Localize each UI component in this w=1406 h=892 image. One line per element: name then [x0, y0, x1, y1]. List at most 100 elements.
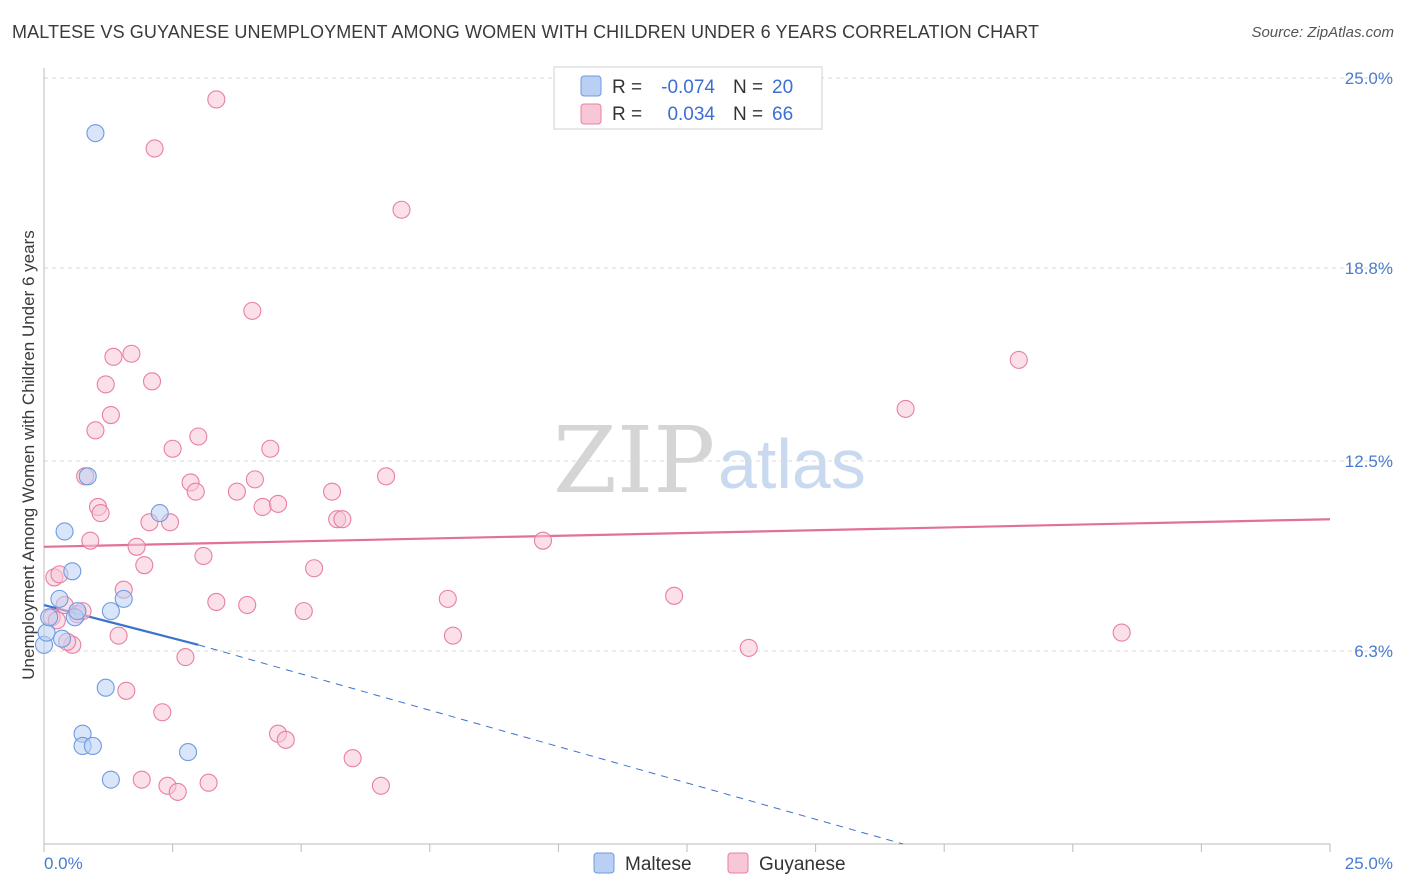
data-point-maltese — [37, 623, 56, 642]
data-point-guyanese — [243, 301, 262, 320]
data-point-maltese — [150, 504, 169, 523]
x-tick-label-min: 0.0% — [44, 854, 83, 873]
data-point-guyanese — [245, 470, 264, 489]
data-point-guyanese — [127, 537, 146, 556]
legend-n-label-guyanese: N = — [733, 104, 763, 125]
data-point-maltese — [96, 678, 115, 697]
data-point-maltese — [178, 743, 198, 762]
data-point-guyanese — [207, 90, 226, 109]
data-point-guyanese — [305, 559, 324, 578]
chart-title: MALTESE VS GUYANESE UNEMPLOYMENT AMONG W… — [12, 22, 1040, 42]
data-point-guyanese — [142, 372, 162, 391]
data-point-guyanese — [145, 139, 164, 158]
data-point-guyanese — [81, 531, 100, 550]
data-point-guyanese — [896, 399, 915, 418]
y-tick-label: 6.3% — [1354, 642, 1393, 661]
data-point-maltese — [86, 124, 105, 143]
data-point-guyanese — [333, 510, 352, 529]
data-point-guyanese — [86, 421, 105, 440]
data-point-guyanese — [443, 626, 462, 645]
data-point-guyanese — [101, 405, 120, 425]
data-point-guyanese — [1009, 350, 1028, 369]
series-guyanese — [42, 90, 1131, 801]
data-point-maltese — [83, 736, 102, 756]
data-point-guyanese — [189, 427, 208, 446]
data-point-guyanese — [269, 494, 288, 513]
data-point-guyanese — [533, 531, 553, 550]
data-point-guyanese — [186, 482, 205, 501]
data-point-guyanese — [665, 586, 684, 605]
y-tick-label: 25.0% — [1345, 69, 1393, 88]
data-point-guyanese — [343, 749, 362, 768]
data-point-guyanese — [194, 546, 213, 566]
data-point-guyanese — [96, 375, 115, 394]
legend-swatch-maltese — [580, 75, 602, 97]
data-point-guyanese — [227, 482, 246, 501]
y-tick-label: 12.5% — [1345, 452, 1393, 471]
data-point-maltese — [78, 467, 97, 486]
data-point-maltese — [114, 589, 133, 608]
source-label: Source: ZipAtlas.com — [1251, 24, 1394, 41]
data-point-guyanese — [117, 681, 136, 700]
legend-r-value-guyanese: 0.034 — [667, 104, 715, 125]
y-axis-label: Unemployment Among Women with Children U… — [19, 230, 38, 679]
data-point-maltese — [101, 602, 120, 621]
data-point-guyanese — [153, 703, 172, 722]
data-point-maltese — [40, 608, 59, 627]
x-ticks — [43, 844, 1331, 852]
data-point-maltese — [68, 602, 87, 621]
data-point-guyanese — [371, 776, 390, 795]
watermark-zip: ZIP — [553, 407, 715, 514]
data-point-guyanese — [377, 467, 396, 486]
bottom-legend: Maltese Guyanese — [593, 852, 846, 875]
data-point-guyanese — [207, 592, 226, 611]
data-point-guyanese — [91, 504, 110, 523]
data-point-guyanese — [163, 439, 182, 458]
trend-line-maltese-extension — [198, 644, 904, 845]
trend-line-guyanese — [43, 518, 1331, 548]
y-tick-label: 18.8% — [1345, 259, 1393, 278]
bottom-legend-swatch-guyanese — [727, 852, 749, 874]
data-point-maltese — [63, 562, 82, 581]
data-point-guyanese — [261, 439, 280, 458]
data-point-guyanese — [238, 595, 257, 615]
data-point-guyanese — [168, 782, 187, 801]
data-point-guyanese — [122, 344, 141, 363]
legend-swatch-guyanese — [580, 103, 602, 125]
data-point-guyanese — [323, 482, 342, 501]
top-legend: R = -0.074 N = 20 R = 0.034 N = 66 — [553, 66, 823, 130]
data-point-maltese — [50, 589, 69, 608]
bottom-legend-label-maltese: Maltese — [625, 854, 692, 875]
data-point-maltese — [101, 770, 120, 789]
legend-n-value-guyanese: 66 — [772, 104, 793, 125]
data-point-guyanese — [438, 589, 457, 608]
legend-r-label-guyanese: R = — [612, 104, 642, 125]
trend-lines — [43, 518, 1331, 845]
legend-n-value-maltese: 20 — [772, 77, 793, 98]
data-point-guyanese — [135, 556, 154, 575]
data-point-guyanese — [132, 770, 151, 789]
data-point-guyanese — [294, 602, 313, 621]
legend-r-label-maltese: R = — [612, 77, 642, 98]
data-point-guyanese — [1112, 623, 1131, 642]
data-point-maltese — [55, 522, 74, 541]
data-point-guyanese — [176, 648, 195, 667]
data-point-guyanese — [109, 626, 128, 645]
data-point-guyanese — [276, 730, 295, 749]
legend-r-value-maltese: -0.074 — [661, 77, 715, 98]
x-tick-label-max: 25.0% — [1345, 854, 1393, 873]
series-maltese — [34, 124, 198, 789]
data-point-guyanese — [199, 773, 218, 792]
y-tick-labels: 6.3% 12.5% 18.8% 25.0% — [1345, 69, 1393, 661]
watermark-atlas: atlas — [718, 425, 866, 503]
data-point-guyanese — [739, 638, 758, 657]
bottom-legend-label-guyanese: Guyanese — [759, 854, 846, 875]
grid — [44, 77, 1393, 652]
bottom-legend-swatch-maltese — [593, 852, 615, 874]
data-point-guyanese — [392, 200, 411, 219]
data-point-maltese — [52, 629, 72, 648]
legend-n-label-maltese: N = — [733, 77, 763, 98]
data-point-guyanese — [104, 347, 123, 366]
data-point-guyanese — [253, 497, 272, 517]
